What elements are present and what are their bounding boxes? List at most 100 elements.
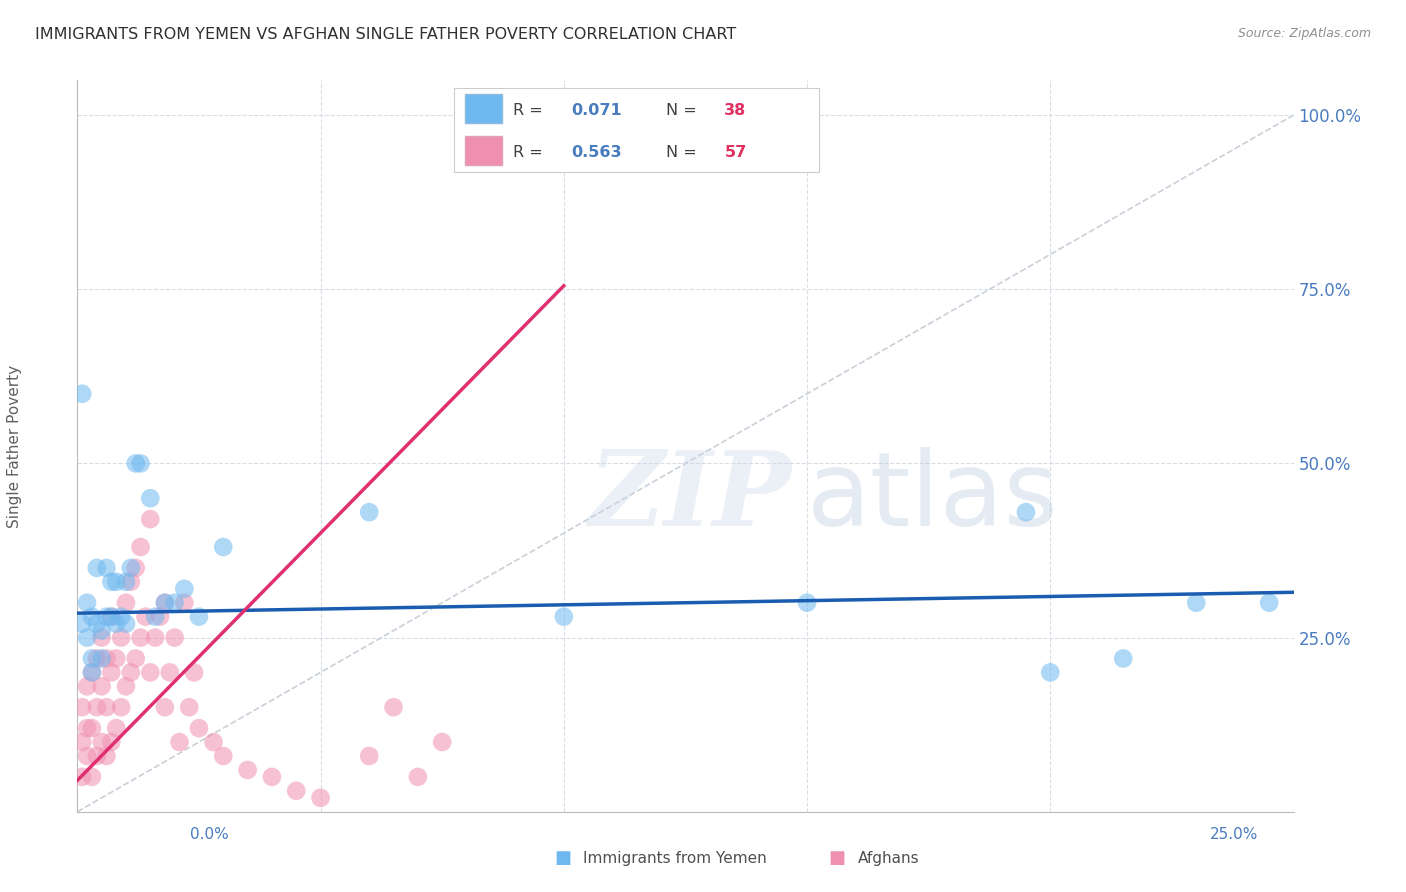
Point: [80, 770, 103, 784]
Point: [183, 665, 205, 680]
Point: [105, 721, 128, 735]
Point: [96, 561, 118, 575]
Point: [86, 616, 108, 631]
Point: [70, 735, 93, 749]
Point: [100, 609, 122, 624]
Point: [134, 609, 156, 624]
Text: Source: ZipAtlas.com: Source: ZipAtlas.com: [1237, 27, 1371, 40]
Point: [80, 665, 103, 680]
Text: Afghans: Afghans: [858, 851, 920, 865]
Point: [188, 609, 211, 624]
Text: 0.0%: 0.0%: [190, 827, 229, 841]
Text: IMMIGRANTS FROM YEMEN VS AFGHAN SINGLE FATHER POVERTY CORRELATION CHART: IMMIGRANTS FROM YEMEN VS AFGHAN SINGLE F…: [35, 27, 737, 42]
Point: [76, 596, 98, 610]
Point: [80, 665, 103, 680]
Point: [110, 700, 132, 714]
Point: [100, 735, 122, 749]
Point: [149, 609, 172, 624]
Point: [76, 749, 98, 764]
Point: [70, 386, 93, 401]
Point: [202, 735, 225, 749]
Point: [169, 735, 191, 749]
Point: [139, 512, 162, 526]
Point: [139, 665, 162, 680]
Point: [1039, 665, 1062, 680]
Point: [96, 651, 118, 665]
Point: [90, 624, 112, 638]
Point: [129, 631, 152, 645]
Point: [260, 770, 283, 784]
Point: [70, 770, 93, 784]
Point: [359, 505, 381, 519]
Point: [1258, 596, 1281, 610]
Point: [153, 596, 176, 610]
Point: [153, 596, 176, 610]
Point: [212, 749, 235, 764]
Point: [1185, 596, 1208, 610]
Point: [80, 721, 103, 735]
Point: [120, 665, 142, 680]
Point: [153, 700, 176, 714]
Point: [129, 540, 152, 554]
Point: [120, 574, 142, 589]
Point: [115, 679, 138, 693]
Point: [90, 679, 112, 693]
Text: Immigrants from Yemen: Immigrants from Yemen: [583, 851, 768, 865]
Point: [159, 665, 181, 680]
Point: [796, 596, 818, 610]
Point: [105, 651, 128, 665]
Point: [86, 749, 108, 764]
Point: [100, 574, 122, 589]
Point: [76, 631, 98, 645]
Point: [105, 616, 128, 631]
Text: ZIP: ZIP: [588, 447, 792, 548]
Point: [125, 651, 148, 665]
Point: [125, 457, 148, 471]
Point: [1015, 505, 1038, 519]
Point: [163, 631, 186, 645]
Point: [173, 582, 195, 596]
Point: [285, 784, 308, 798]
Point: [96, 609, 118, 624]
Point: [406, 770, 429, 784]
Point: [110, 609, 132, 624]
Point: [96, 749, 118, 764]
Point: [86, 651, 108, 665]
Point: [553, 609, 575, 624]
Point: [76, 721, 98, 735]
Point: [100, 665, 122, 680]
Point: [143, 631, 166, 645]
Point: [179, 700, 201, 714]
Point: [163, 596, 186, 610]
Point: [125, 561, 148, 575]
Point: [309, 790, 332, 805]
Text: ■: ■: [554, 849, 571, 867]
Point: [70, 700, 93, 714]
Point: [139, 491, 162, 506]
Point: [143, 609, 166, 624]
Text: 25.0%: 25.0%: [1211, 827, 1258, 841]
Point: [70, 616, 93, 631]
Point: [110, 631, 132, 645]
Point: [80, 651, 103, 665]
Point: [129, 457, 152, 471]
Point: [236, 763, 259, 777]
Text: atlas: atlas: [807, 447, 1059, 548]
Point: [105, 574, 128, 589]
Point: [80, 609, 103, 624]
Point: [86, 561, 108, 575]
Point: [430, 735, 453, 749]
Point: [120, 561, 142, 575]
Text: Single Father Poverty: Single Father Poverty: [7, 365, 22, 527]
Point: [173, 596, 195, 610]
Point: [115, 616, 138, 631]
Point: [86, 700, 108, 714]
Point: [188, 721, 211, 735]
Point: [115, 574, 138, 589]
Point: [96, 700, 118, 714]
Point: [90, 651, 112, 665]
Point: [90, 735, 112, 749]
Text: ■: ■: [828, 849, 845, 867]
Point: [90, 631, 112, 645]
Point: [100, 609, 122, 624]
